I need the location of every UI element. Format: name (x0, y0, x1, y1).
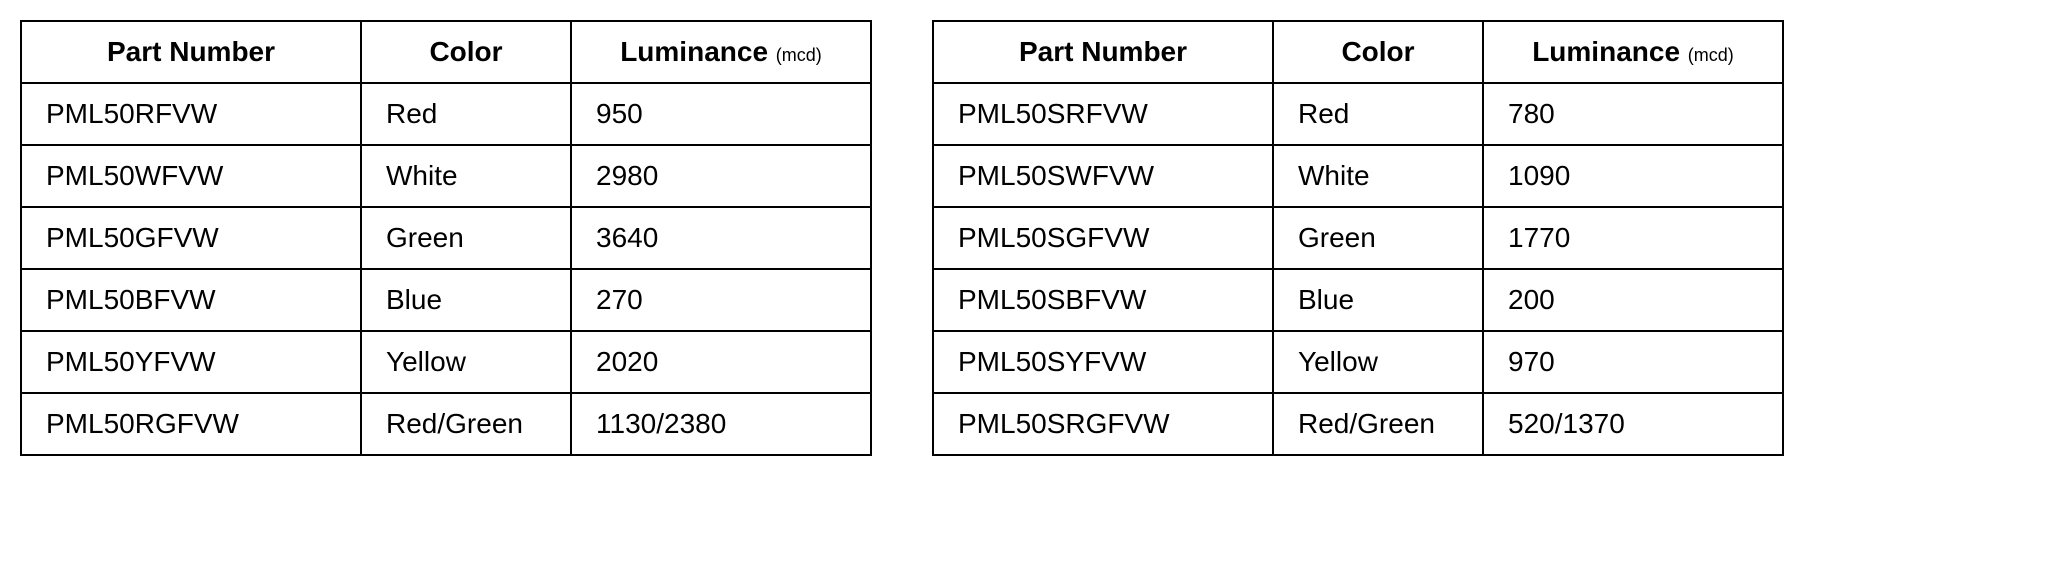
cell-part: PML50SGFVW (933, 207, 1273, 269)
cell-color: Blue (361, 269, 571, 331)
cell-luminance: 950 (571, 83, 871, 145)
cell-color: Blue (1273, 269, 1483, 331)
table-row: PML50GFVW Green 3640 (21, 207, 871, 269)
cell-color: White (1273, 145, 1483, 207)
cell-color: White (361, 145, 571, 207)
header-luminance: Luminance (mcd) (1483, 21, 1783, 83)
cell-luminance: 1130/2380 (571, 393, 871, 455)
cell-part: PML50RGFVW (21, 393, 361, 455)
cell-luminance: 3640 (571, 207, 871, 269)
cell-luminance: 970 (1483, 331, 1783, 393)
cell-luminance: 2980 (571, 145, 871, 207)
table-row: PML50SRGFVW Red/Green 520/1370 (933, 393, 1783, 455)
cell-luminance: 780 (1483, 83, 1783, 145)
table-row: PML50SRFVW Red 780 (933, 83, 1783, 145)
cell-part: PML50SYFVW (933, 331, 1273, 393)
cell-part: PML50SRGFVW (933, 393, 1273, 455)
table-row: PML50YFVW Yellow 2020 (21, 331, 871, 393)
cell-color: Green (361, 207, 571, 269)
table-row: PML50RFVW Red 950 (21, 83, 871, 145)
header-luminance-label: Luminance (1532, 36, 1680, 67)
cell-part: PML50BFVW (21, 269, 361, 331)
tables-container: Part Number Color Luminance (mcd) PML50R… (20, 20, 2049, 456)
table-header-row: Part Number Color Luminance (mcd) (21, 21, 871, 83)
cell-part: PML50SRFVW (933, 83, 1273, 145)
table-row: PML50SYFVW Yellow 970 (933, 331, 1783, 393)
table-header-row: Part Number Color Luminance (mcd) (933, 21, 1783, 83)
header-part-number: Part Number (21, 21, 361, 83)
cell-color: Red/Green (361, 393, 571, 455)
header-luminance-label: Luminance (620, 36, 768, 67)
header-part-number: Part Number (933, 21, 1273, 83)
cell-color: Green (1273, 207, 1483, 269)
cell-part: PML50GFVW (21, 207, 361, 269)
table-row: PML50BFVW Blue 270 (21, 269, 871, 331)
cell-luminance: 270 (571, 269, 871, 331)
cell-luminance: 2020 (571, 331, 871, 393)
cell-color: Red (361, 83, 571, 145)
header-luminance-unit: (mcd) (776, 45, 822, 65)
cell-color: Red (1273, 83, 1483, 145)
cell-part: PML50WFVW (21, 145, 361, 207)
header-luminance-unit: (mcd) (1688, 45, 1734, 65)
cell-color: Yellow (361, 331, 571, 393)
cell-color: Red/Green (1273, 393, 1483, 455)
header-color: Color (1273, 21, 1483, 83)
cell-luminance: 1770 (1483, 207, 1783, 269)
cell-part: PML50SWFVW (933, 145, 1273, 207)
cell-color: Yellow (1273, 331, 1483, 393)
table-row: PML50RGFVW Red/Green 1130/2380 (21, 393, 871, 455)
cell-part: PML50YFVW (21, 331, 361, 393)
header-color: Color (361, 21, 571, 83)
table-row: PML50WFVW White 2980 (21, 145, 871, 207)
table-row: PML50SWFVW White 1090 (933, 145, 1783, 207)
parts-table-left: Part Number Color Luminance (mcd) PML50R… (20, 20, 872, 456)
table-row: PML50SBFVW Blue 200 (933, 269, 1783, 331)
cell-luminance: 200 (1483, 269, 1783, 331)
table-row: PML50SGFVW Green 1770 (933, 207, 1783, 269)
cell-luminance: 520/1370 (1483, 393, 1783, 455)
parts-table-right: Part Number Color Luminance (mcd) PML50S… (932, 20, 1784, 456)
cell-part: PML50SBFVW (933, 269, 1273, 331)
cell-part: PML50RFVW (21, 83, 361, 145)
cell-luminance: 1090 (1483, 145, 1783, 207)
header-luminance: Luminance (mcd) (571, 21, 871, 83)
